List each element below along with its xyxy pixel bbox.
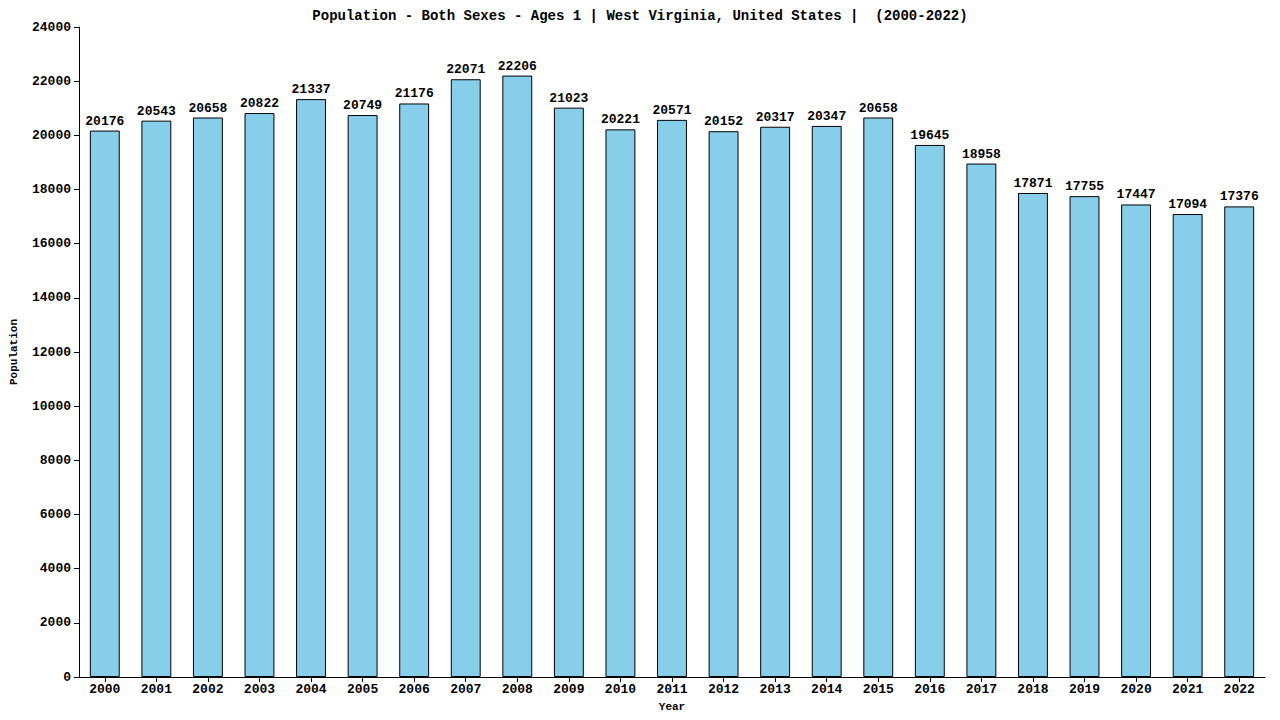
svg-text:18000: 18000 [32, 182, 71, 197]
svg-text:20543: 20543 [137, 104, 176, 119]
svg-text:2020: 2020 [1120, 682, 1151, 697]
svg-text:6000: 6000 [40, 507, 71, 522]
svg-text:21176: 21176 [395, 86, 434, 101]
svg-text:0: 0 [63, 670, 71, 685]
svg-text:22000: 22000 [32, 74, 71, 89]
svg-text:2005: 2005 [347, 682, 378, 697]
svg-text:2021: 2021 [1172, 682, 1203, 697]
svg-text:20571: 20571 [652, 103, 691, 118]
svg-text:4000: 4000 [40, 561, 71, 576]
svg-text:17376: 17376 [1220, 189, 1259, 204]
svg-text:2022: 2022 [1224, 682, 1255, 697]
svg-text:2010: 2010 [605, 682, 636, 697]
svg-text:10000: 10000 [32, 399, 71, 414]
svg-text:2019: 2019 [1069, 682, 1100, 697]
svg-text:20221: 20221 [601, 112, 640, 127]
svg-text:2001: 2001 [141, 682, 172, 697]
svg-text:20749: 20749 [343, 98, 382, 113]
svg-text:2011: 2011 [656, 682, 687, 697]
svg-text:2003: 2003 [244, 682, 275, 697]
svg-text:20317: 20317 [756, 110, 795, 125]
svg-text:2016: 2016 [914, 682, 945, 697]
svg-text:17871: 17871 [1013, 176, 1052, 191]
svg-text:20658: 20658 [859, 101, 898, 116]
svg-text:2000: 2000 [89, 682, 120, 697]
svg-text:2000: 2000 [40, 615, 71, 630]
svg-text:2017: 2017 [966, 682, 997, 697]
svg-text:20152: 20152 [704, 114, 743, 129]
svg-text:2014: 2014 [811, 682, 842, 697]
svg-text:2012: 2012 [708, 682, 739, 697]
svg-text:12000: 12000 [32, 345, 71, 360]
svg-text:17447: 17447 [1117, 187, 1156, 202]
svg-text:22206: 22206 [498, 59, 537, 74]
svg-text:17755: 17755 [1065, 179, 1104, 194]
svg-text:19645: 19645 [910, 128, 949, 143]
svg-text:21337: 21337 [292, 82, 331, 97]
svg-text:22071: 22071 [446, 62, 485, 77]
svg-text:20176: 20176 [85, 114, 124, 129]
svg-text:24000: 24000 [32, 20, 71, 35]
svg-text:2015: 2015 [863, 682, 894, 697]
svg-text:17094: 17094 [1168, 197, 1207, 212]
svg-text:2008: 2008 [502, 682, 533, 697]
svg-text:20658: 20658 [188, 101, 227, 116]
svg-text:Population - Both Sexes - Ages: Population - Both Sexes - Ages 1 | West … [312, 8, 967, 24]
svg-text:2007: 2007 [450, 682, 481, 697]
svg-text:20000: 20000 [32, 128, 71, 143]
svg-text:Population: Population [8, 319, 20, 385]
svg-text:2013: 2013 [760, 682, 791, 697]
svg-text:Year: Year [659, 701, 685, 713]
svg-text:14000: 14000 [32, 290, 71, 305]
svg-text:16000: 16000 [32, 236, 71, 251]
svg-text:8000: 8000 [40, 453, 71, 468]
svg-text:2002: 2002 [192, 682, 223, 697]
svg-text:21023: 21023 [549, 91, 588, 106]
svg-text:2009: 2009 [553, 682, 584, 697]
svg-text:2018: 2018 [1017, 682, 1048, 697]
svg-text:18958: 18958 [962, 147, 1001, 162]
svg-text:2004: 2004 [295, 682, 326, 697]
svg-text:20347: 20347 [807, 109, 846, 124]
svg-text:20822: 20822 [240, 96, 279, 111]
svg-text:2006: 2006 [399, 682, 430, 697]
